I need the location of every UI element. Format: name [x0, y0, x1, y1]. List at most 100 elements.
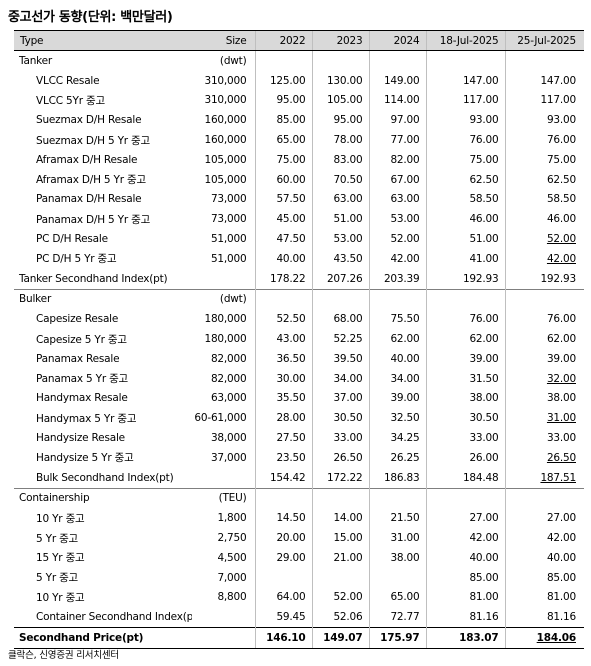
- cell-value: [254, 567, 312, 588]
- cell-value: 38.00: [504, 388, 584, 409]
- value-text: 63.00: [333, 193, 363, 206]
- row-label: VLCC 5Yr 중고: [36, 94, 105, 107]
- cell-value: 53.00: [311, 229, 369, 249]
- cell-value: 117.00: [425, 90, 505, 111]
- value-text: 62.50: [546, 173, 576, 186]
- cell-value: 14.50: [254, 508, 312, 529]
- value-text: 42.00: [390, 252, 420, 265]
- table-row: VLCC 5Yr 중고 310,000 95.00 105.00 114.00 117.0…: [14, 90, 584, 111]
- cell-value: 149.07: [311, 627, 369, 649]
- value-text: 43.00: [276, 333, 306, 346]
- row-size: [192, 269, 255, 289]
- value-text: 187.51: [540, 471, 576, 484]
- value-text: 117.00: [540, 94, 576, 107]
- cell-value: 114.00: [368, 90, 426, 111]
- table-row: Capesize Resale 180,000 52.50 68.00 75.50 76.…: [14, 309, 584, 330]
- value-text: 47.50: [276, 233, 306, 246]
- cell-value: 59.45: [254, 607, 312, 628]
- row-label: 5 Yr 중고: [36, 532, 79, 545]
- value-text: 39.00: [469, 352, 499, 365]
- cell-value: 78.00: [311, 130, 369, 150]
- cell-value: 33.00: [311, 428, 369, 448]
- cell-value: 33.00: [425, 428, 505, 448]
- table-row: Suezmax D/H 5 Yr 중고 160,000 65.00 78.00 77.0…: [14, 130, 584, 150]
- cell-value: 40.00: [368, 348, 426, 369]
- cell-value: 76.00: [504, 130, 584, 150]
- index-row: Bulk Secondhand Index(pt) 154.42 172.22 186…: [14, 467, 584, 489]
- cell-value: 63.00: [311, 189, 369, 210]
- row-size: 51,000: [210, 233, 247, 246]
- cell-value: 51.00: [311, 209, 369, 230]
- cell-value: 95.00: [254, 90, 312, 111]
- value-text: 27.00: [546, 512, 576, 525]
- value-text: 81.16: [469, 611, 499, 624]
- row-label: Handysize Resale: [36, 432, 125, 445]
- row-size: 1,800: [217, 512, 247, 525]
- cell-value: 40.00: [504, 547, 584, 568]
- value-text: 78.00: [333, 134, 363, 147]
- cell-value: 21.50: [368, 508, 426, 529]
- group-row: Bulker (dwt): [14, 288, 584, 310]
- value-text: 130.00: [326, 74, 363, 87]
- value-text: 53.00: [390, 213, 420, 226]
- row-label: Suezmax D/H 5 Yr 중고: [36, 134, 150, 147]
- cell-value: 62.50: [504, 169, 584, 190]
- row-size: [192, 468, 255, 488]
- value-text: 172.22: [326, 471, 363, 484]
- value-text: 42.00: [469, 532, 499, 545]
- cell-value: 58.50: [504, 189, 584, 210]
- value-text: 85.00: [469, 571, 499, 584]
- header-size: Size: [192, 30, 255, 51]
- row-label: Suezmax D/H Resale: [36, 114, 142, 127]
- value-text: 26.25: [390, 451, 420, 464]
- table-row: 15 Yr 중고 4,500 29.00 21.00 38.00 40.00 40.00: [14, 547, 584, 568]
- cell-value: [311, 50, 369, 71]
- value-text: 207.26: [326, 272, 363, 285]
- row-size: 37,000: [210, 451, 247, 464]
- value-text: 192.93: [540, 272, 576, 285]
- value-text: 62.50: [469, 173, 499, 186]
- value-text: 184.06: [536, 632, 577, 644]
- value-text: 57.50: [276, 193, 306, 206]
- value-text: 192.93: [462, 272, 499, 285]
- cell-value: 32.50: [368, 408, 426, 429]
- cell-value: 75.00: [425, 149, 505, 170]
- value-text: 67.00: [390, 173, 420, 186]
- value-text: 53.00: [333, 233, 363, 246]
- cell-value: [368, 50, 426, 71]
- cell-value: 39.50: [311, 348, 369, 369]
- cell-value: 15.00: [311, 528, 369, 548]
- value-text: 38.00: [546, 392, 576, 405]
- row-size: 180,000: [204, 333, 247, 346]
- cell-value: 149.00: [368, 70, 426, 91]
- value-text: 72.77: [390, 611, 420, 624]
- total-row: Secondhand Price(pt) 146.10 149.07 175.97 18…: [14, 627, 584, 649]
- row-label: PC D/H Resale: [36, 233, 108, 246]
- cell-value: 105.00: [311, 90, 369, 111]
- row-size: 38,000: [210, 432, 247, 445]
- row-size: (dwt): [192, 288, 255, 310]
- value-text: 62.00: [546, 333, 576, 346]
- cell-value: 62.50: [425, 169, 505, 190]
- value-text: 62.00: [469, 333, 499, 346]
- table-body: Tanker (dwt) VLCC Resale 310,000 125.00 130.0…: [14, 50, 584, 649]
- value-text: 52.00: [333, 591, 363, 604]
- value-text: 14.00: [333, 512, 363, 525]
- value-text: 42.00: [546, 252, 576, 265]
- cell-value: 30.50: [425, 408, 505, 429]
- table-row: VLCC Resale 310,000 125.00 130.00 149.00 147.…: [14, 70, 584, 91]
- cell-value: 52.25: [311, 329, 369, 349]
- cell-value: 76.00: [425, 130, 505, 150]
- value-text: 81.00: [546, 591, 576, 604]
- cell-value: 146.10: [254, 627, 312, 649]
- header-row: Type Size 2022 2023 2024 18-Jul-2025 25-…: [14, 30, 584, 51]
- cell-value: [311, 288, 369, 310]
- row-label: Bulk Secondhand Index(pt): [36, 471, 174, 484]
- table-row: PC D/H 5 Yr 중고 51,000 40.00 43.50 42.00 41.00…: [14, 248, 584, 269]
- cell-value: 62.00: [368, 329, 426, 349]
- cell-value: 37.00: [311, 388, 369, 409]
- value-text: 203.39: [383, 272, 420, 285]
- value-text: 52.50: [276, 313, 306, 326]
- cell-value: 75.50: [368, 309, 426, 330]
- source-note: 클락슨, 신영증권 리서치센터: [8, 650, 119, 661]
